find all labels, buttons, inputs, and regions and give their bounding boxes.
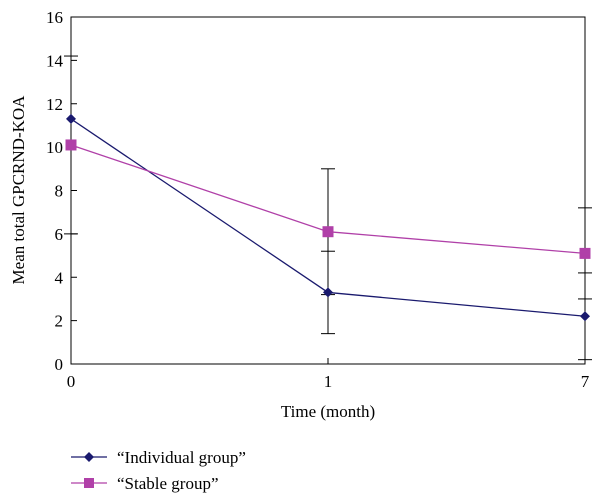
x-axis-label: Time (month)	[281, 402, 375, 421]
y-tick-label: 10	[46, 138, 63, 157]
legend-marker-square	[84, 478, 94, 488]
y-axis-ticks: 0 2 4 6 8 10 12 14 16	[46, 8, 77, 374]
y-tick-label: 0	[55, 355, 64, 374]
x-tick-label: 1	[324, 372, 333, 391]
y-tick-label: 12	[46, 95, 63, 114]
data-point-diamond	[66, 113, 76, 124]
legend: “Individual group” “Stable group”	[71, 448, 246, 493]
x-axis-ticks: 0 1 7	[67, 358, 590, 391]
data-point-square	[322, 226, 334, 238]
legend-marker-diamond	[84, 452, 94, 462]
data-markers	[65, 113, 591, 322]
legend-label: “Stable group”	[117, 474, 219, 493]
y-tick-label: 8	[55, 182, 64, 201]
y-tick-label: 4	[55, 268, 64, 287]
x-tick-label: 7	[581, 372, 590, 391]
y-axis-label: Mean total GPCRND-KOA	[9, 95, 28, 285]
y-tick-label: 16	[46, 8, 63, 27]
y-tick-label: 6	[55, 225, 64, 244]
data-point-diamond	[323, 287, 333, 298]
data-point-square	[65, 139, 77, 151]
y-tick-label: 14	[46, 51, 64, 70]
error-bars	[64, 55, 592, 361]
legend-label: “Individual group”	[117, 448, 246, 467]
data-point-diamond	[580, 311, 590, 322]
x-tick-label: 0	[67, 372, 76, 391]
y-tick-label: 2	[55, 312, 64, 331]
data-point-square	[579, 247, 591, 259]
